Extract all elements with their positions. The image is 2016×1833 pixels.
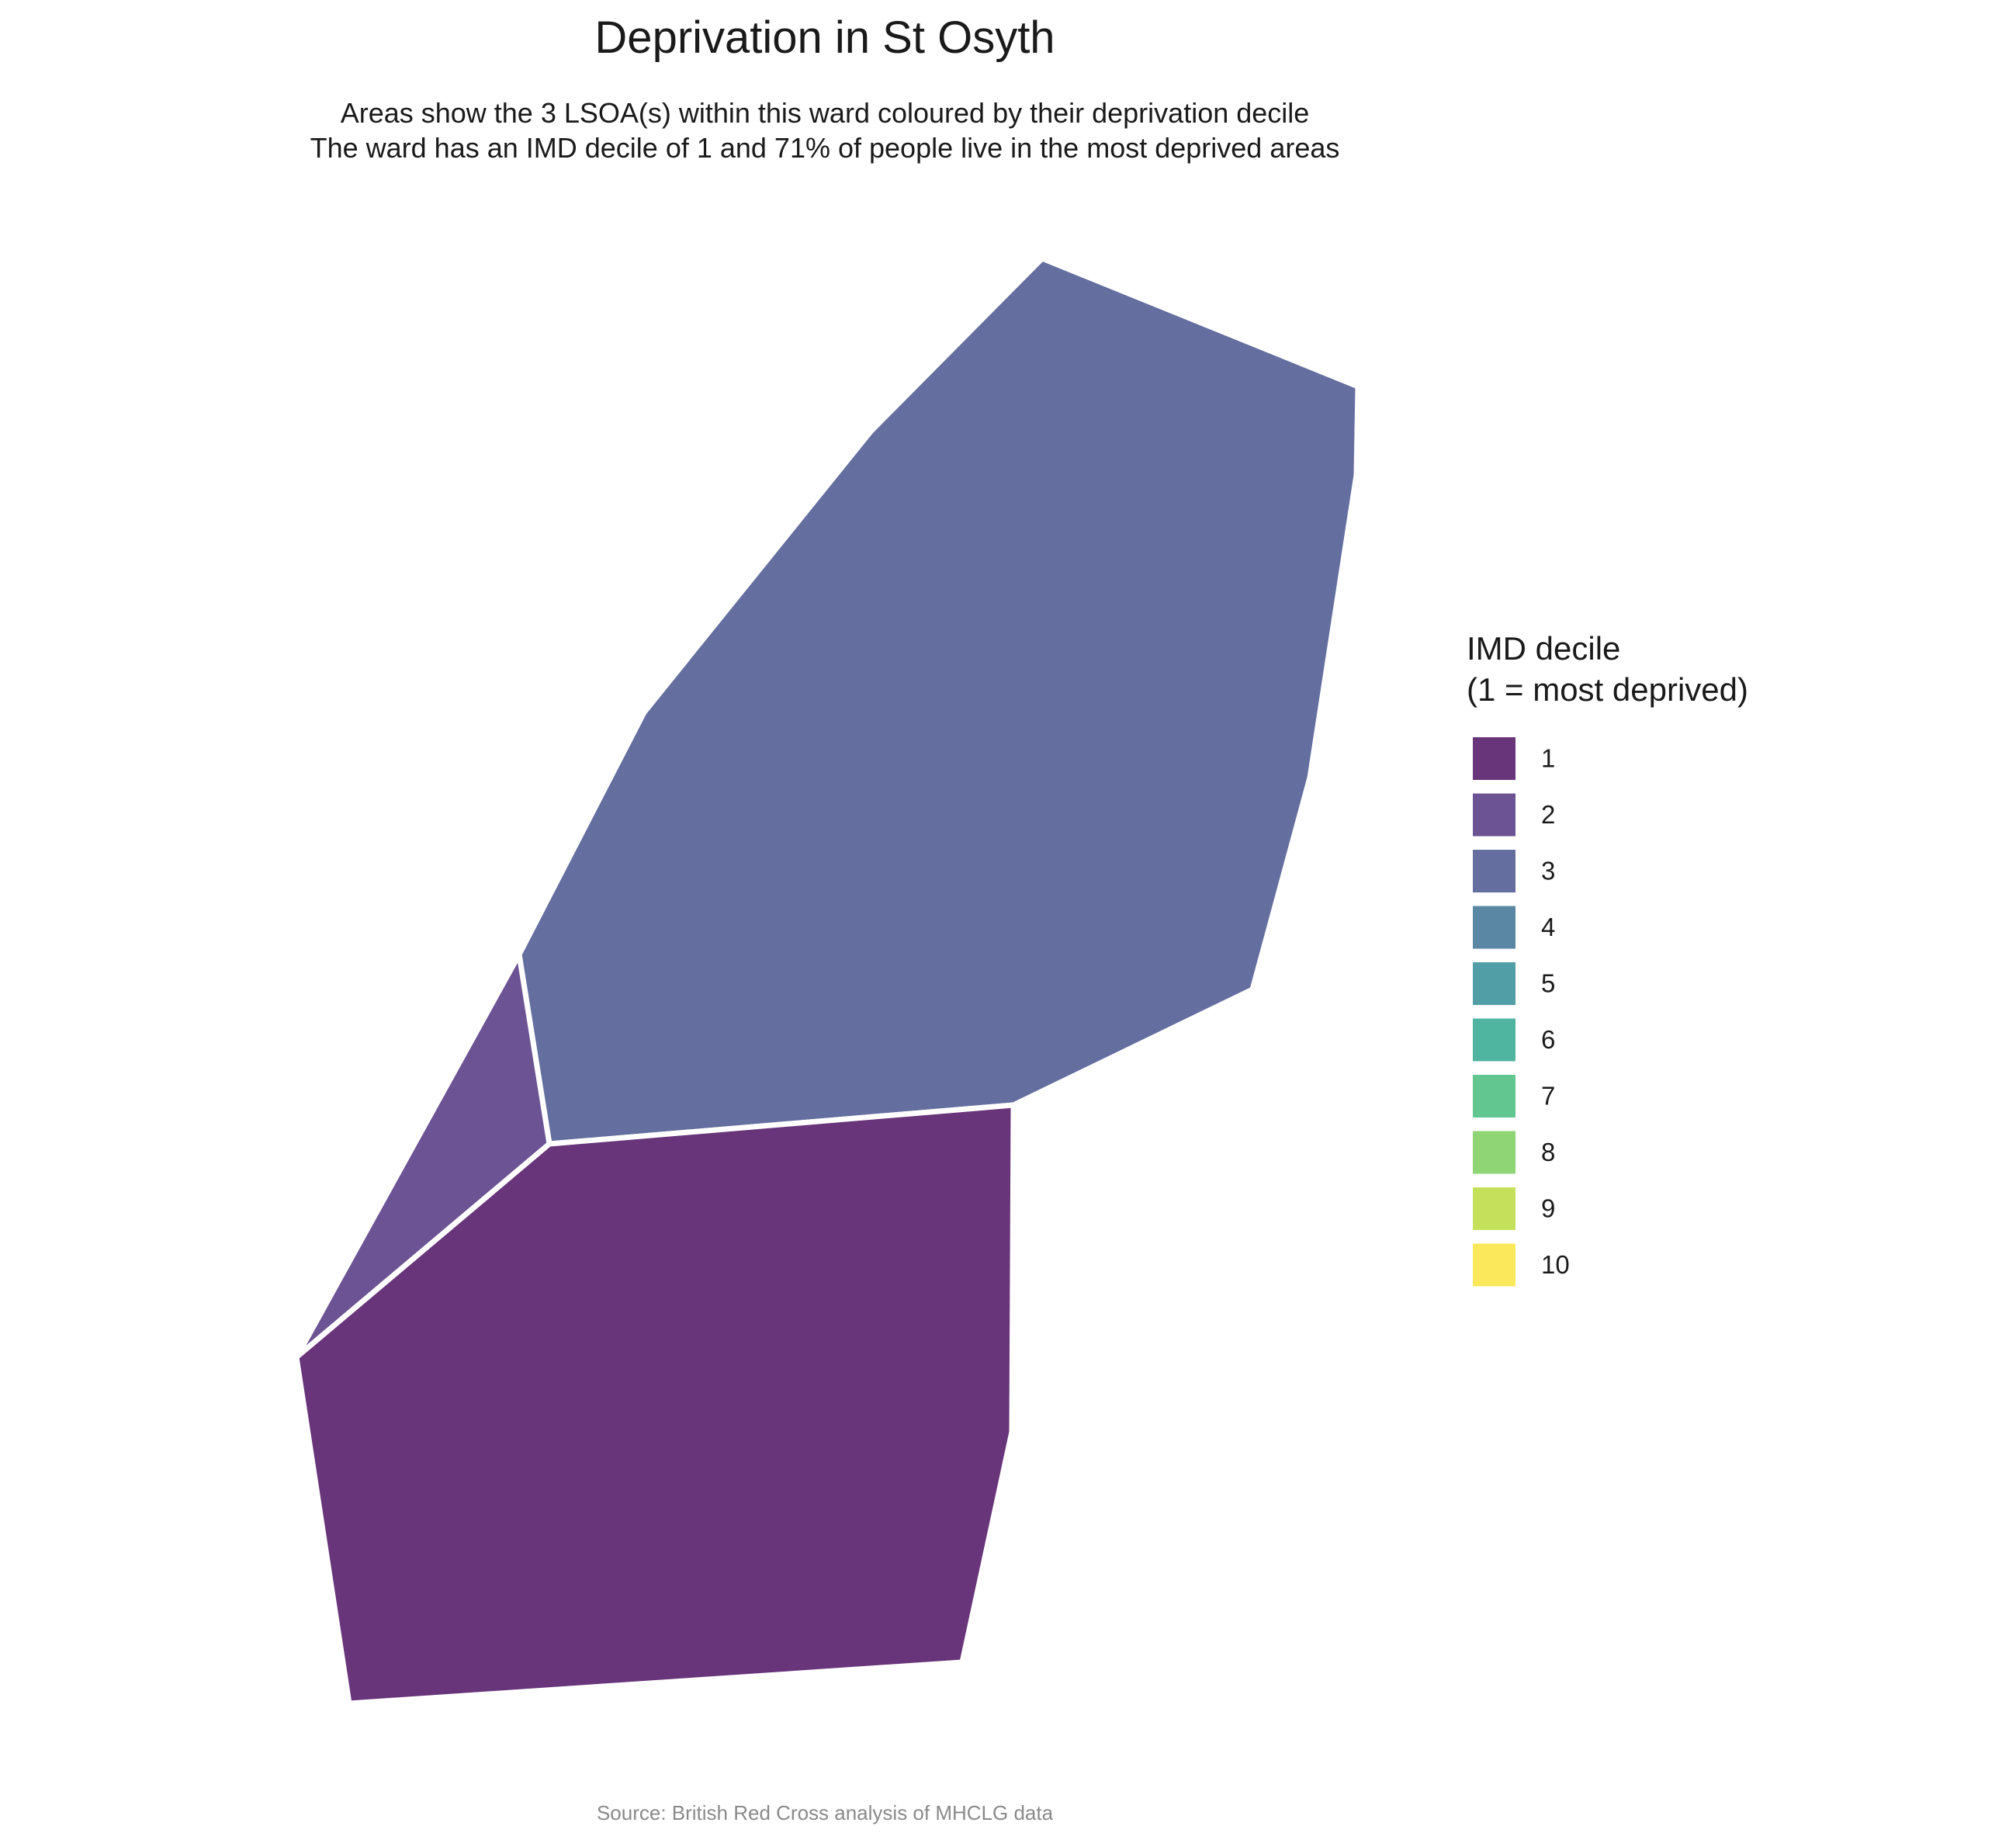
lsoa-decile-3[interactable] — [516, 255, 1361, 1147]
legend-label-4: 4 — [1541, 913, 1555, 941]
lsoa-decile-1[interactable] — [293, 1102, 1017, 1707]
legend-item-6: 6 — [1473, 1018, 1555, 1062]
legend-key-4 — [1473, 906, 1515, 949]
legend-label-5: 5 — [1541, 969, 1555, 998]
legend-label-2: 2 — [1541, 800, 1555, 829]
legend-title-line-2: (1 = most deprived) — [1467, 671, 1748, 708]
legend-label-6: 6 — [1541, 1025, 1555, 1054]
legend-label-1: 1 — [1541, 744, 1555, 773]
legend-item-4: 4 — [1473, 906, 1555, 949]
legend-items: 1 2 3 4 5 6 7 8 9 10 — [1473, 737, 1570, 1287]
legend-item-2: 2 — [1473, 793, 1555, 837]
map-areas — [293, 255, 1361, 1707]
legend-key-9 — [1473, 1187, 1515, 1230]
legend-item-8: 8 — [1473, 1131, 1555, 1174]
legend-key-6 — [1473, 1018, 1515, 1062]
legend-key-1 — [1473, 737, 1515, 780]
legend: IMD decile (1 = most deprived) 1 2 3 4 5 6 7 8 9… — [1467, 630, 1748, 1287]
legend-key-7 — [1473, 1075, 1515, 1117]
legend-item-1: 1 — [1473, 737, 1555, 780]
legend-key-10 — [1473, 1243, 1515, 1287]
legend-key-3 — [1473, 850, 1515, 892]
legend-key-5 — [1473, 962, 1515, 1005]
map-subtitle-line-1: Areas show the 3 LSOA(s) within this war… — [341, 97, 1310, 129]
legend-key-2 — [1473, 793, 1515, 837]
legend-item-10: 10 — [1473, 1243, 1570, 1287]
legend-key-8 — [1473, 1131, 1515, 1174]
source-caption: Source: British Red Cross analysis of MH… — [597, 1801, 1054, 1824]
legend-item-9: 9 — [1473, 1187, 1555, 1230]
legend-item-7: 7 — [1473, 1075, 1555, 1117]
legend-title-line-1: IMD decile — [1467, 630, 1620, 667]
map-title: Deprivation in St Osyth — [594, 12, 1055, 63]
legend-label-10: 10 — [1541, 1250, 1570, 1279]
legend-label-8: 8 — [1541, 1138, 1555, 1166]
map-subtitle-line-2: The ward has an IMD decile of 1 and 71% … — [310, 132, 1340, 164]
legend-label-3: 3 — [1541, 857, 1555, 885]
legend-item-3: 3 — [1473, 850, 1555, 892]
legend-item-5: 5 — [1473, 962, 1555, 1005]
legend-label-9: 9 — [1541, 1194, 1555, 1223]
legend-label-7: 7 — [1541, 1082, 1555, 1111]
